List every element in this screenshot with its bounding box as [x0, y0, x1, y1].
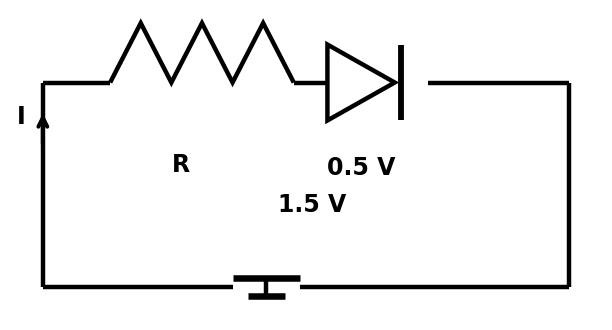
Text: I: I — [17, 105, 26, 129]
Text: 0.5 V: 0.5 V — [327, 156, 396, 180]
Text: R: R — [171, 153, 190, 177]
Text: 1.5 V: 1.5 V — [278, 193, 347, 216]
